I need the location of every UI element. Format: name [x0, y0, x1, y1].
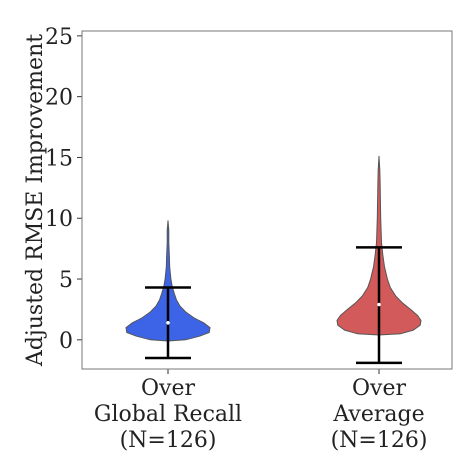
x-tick-label-line: Over: [141, 376, 195, 401]
x-tick-label-2: Over Average (N=126): [331, 376, 428, 453]
y-tick-label: 10: [45, 207, 73, 232]
x-tick-label-line: Average: [332, 402, 424, 427]
y-tick-label: 15: [45, 146, 73, 171]
mean-marker-2: [377, 302, 381, 307]
x-axis: Over Global Recall (N=126)Over Average (N=12…: [94, 369, 428, 453]
x-tick-label-line: Over: [352, 376, 406, 401]
violins-layer: [125, 155, 422, 365]
y-tick-label: 20: [45, 86, 73, 111]
x-tick-label-line: Global Recall: [94, 402, 242, 427]
mean-marker-1: [166, 320, 170, 325]
y-tick-label: 25: [45, 25, 73, 50]
plot-frame: [81, 30, 453, 370]
y-axis: 0 5 10 15 20 25: [45, 25, 82, 354]
x-tick-label-1: Over Global Recall (N=126): [94, 376, 242, 453]
violin-body-1: [125, 220, 211, 342]
y-tick-label: 0: [59, 329, 73, 354]
x-tick-label-line: (N=126): [331, 428, 428, 453]
x-tick-label-line: (N=126): [120, 428, 217, 453]
y-axis-label: Adjusted RMSE Improvement: [23, 34, 48, 367]
y-tick-label: 5: [59, 268, 73, 293]
violin-body-2: [336, 155, 422, 336]
